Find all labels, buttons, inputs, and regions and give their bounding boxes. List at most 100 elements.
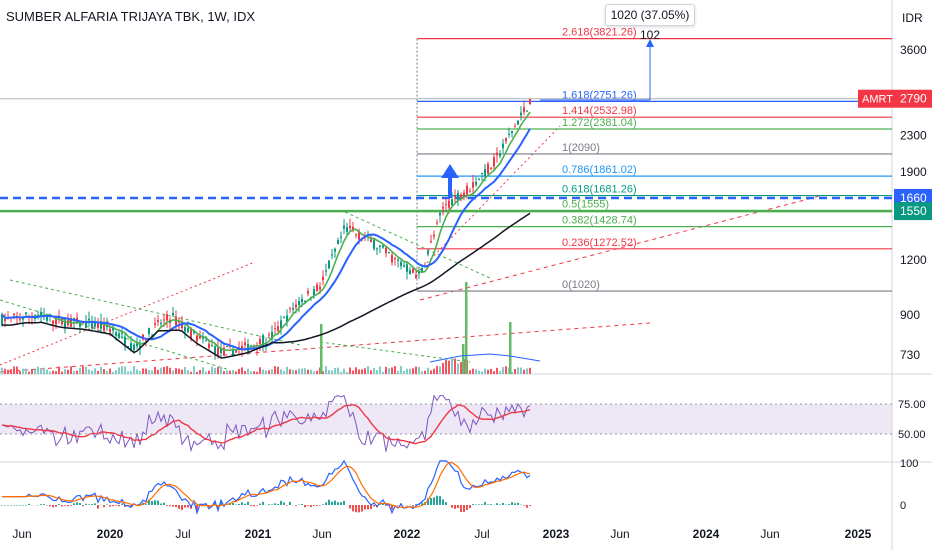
histogram-bar xyxy=(112,505,114,507)
candle-body xyxy=(487,163,489,174)
histogram-bar xyxy=(187,505,189,508)
histogram-bar xyxy=(1,505,3,506)
volume-bar xyxy=(172,370,174,374)
histogram-bar xyxy=(16,505,18,506)
histogram-bar xyxy=(94,503,96,505)
candle-body xyxy=(304,300,306,302)
volume-bar xyxy=(34,369,36,374)
volume-bar xyxy=(250,371,252,374)
rsi-tick-label: 75.00 xyxy=(898,399,926,411)
histogram-bar xyxy=(73,503,75,505)
volume-bar xyxy=(253,371,255,374)
volume-bar xyxy=(187,370,189,374)
volume-bar xyxy=(19,371,21,374)
histogram-bar xyxy=(241,502,243,505)
candle-body xyxy=(505,137,507,142)
candle-body xyxy=(427,250,429,255)
candle-body xyxy=(484,169,486,177)
volume-bar xyxy=(85,366,87,374)
time-axis: Jun 2020 Jul 2021 Jun 2022 Jul 2023 Jun 2024 Jun 20… xyxy=(12,527,871,541)
histogram-bar xyxy=(484,502,486,505)
histogram-bar xyxy=(487,504,489,505)
candle-body xyxy=(244,342,246,346)
osc-tick-label: 100 xyxy=(900,458,918,470)
candle-body xyxy=(406,264,408,272)
volume-bar xyxy=(145,368,147,374)
volume-bar xyxy=(322,371,324,374)
time-tick-label: Jun xyxy=(760,527,779,541)
candle-body xyxy=(154,323,156,325)
histogram-bar xyxy=(358,505,360,513)
candle-body xyxy=(493,157,495,167)
volume-bar xyxy=(223,371,225,374)
volume-bar xyxy=(73,370,75,374)
osc-tick-label: 0 xyxy=(900,500,906,512)
time-tick-label: Jul xyxy=(474,527,489,541)
ma-medium-line xyxy=(1,128,531,351)
candle-body xyxy=(349,226,351,229)
candle-body xyxy=(295,304,297,308)
candle-body xyxy=(172,312,174,316)
candle-body xyxy=(313,289,315,296)
volume-spike xyxy=(320,324,323,374)
volume-bar xyxy=(10,369,12,374)
volume-bar xyxy=(262,369,264,374)
volume-bar xyxy=(373,368,375,374)
histogram-bar xyxy=(517,502,519,505)
candle-body xyxy=(271,331,273,340)
histogram-bar xyxy=(301,503,303,505)
volume-bar xyxy=(7,369,9,374)
histogram-bar xyxy=(436,495,438,505)
histogram-bar xyxy=(169,505,171,506)
volume-bar xyxy=(118,367,120,374)
candle-body xyxy=(343,225,345,229)
candle-body xyxy=(292,307,294,310)
volume-bar xyxy=(214,368,216,374)
volume-bar xyxy=(139,371,141,374)
candle-body xyxy=(436,222,438,224)
histogram-bar xyxy=(130,505,132,507)
candle-body xyxy=(517,120,519,125)
candle-body xyxy=(259,338,261,344)
volume-bar xyxy=(70,366,72,374)
histogram-bar xyxy=(85,503,87,505)
candle-body xyxy=(472,182,474,188)
volume-bar xyxy=(121,366,123,374)
histogram-bar xyxy=(172,505,174,507)
candle-body xyxy=(1,314,3,326)
candle-body xyxy=(403,265,405,267)
volume-bar xyxy=(367,366,369,374)
ma-fast-line xyxy=(1,111,531,352)
histogram-bar xyxy=(472,504,474,505)
histogram-bar xyxy=(460,505,462,513)
volume-bar xyxy=(256,371,258,374)
volume-bar xyxy=(211,366,213,374)
histogram-bar xyxy=(271,504,273,505)
candle-body xyxy=(124,336,126,346)
fib-level-label: 0(1020) xyxy=(562,279,600,291)
histogram-bar xyxy=(463,505,465,512)
volume-bar xyxy=(286,366,288,374)
histogram-bar xyxy=(529,505,531,506)
volume-bar xyxy=(193,366,195,374)
candle-body xyxy=(148,328,150,334)
candle-body xyxy=(319,286,321,290)
volume-bar xyxy=(16,366,18,374)
candle-body xyxy=(355,233,357,235)
currency-label: IDR xyxy=(902,11,923,25)
histogram-bar xyxy=(115,505,117,506)
histogram-bar xyxy=(502,502,504,505)
ma-slow-line xyxy=(2,212,531,359)
candle-body xyxy=(64,320,66,328)
histogram-bar xyxy=(286,505,288,506)
fibonacci-retracement: 2.618(3821.26)1.618(2751.26)1.414(2532.9… xyxy=(416,27,892,292)
volume-bar xyxy=(325,366,327,374)
volume-bar xyxy=(274,366,276,374)
candle-body xyxy=(430,241,432,243)
histogram-bar xyxy=(259,503,261,505)
histogram-bar xyxy=(421,502,423,505)
histogram-bar xyxy=(337,502,339,505)
histogram-bar xyxy=(28,503,30,505)
